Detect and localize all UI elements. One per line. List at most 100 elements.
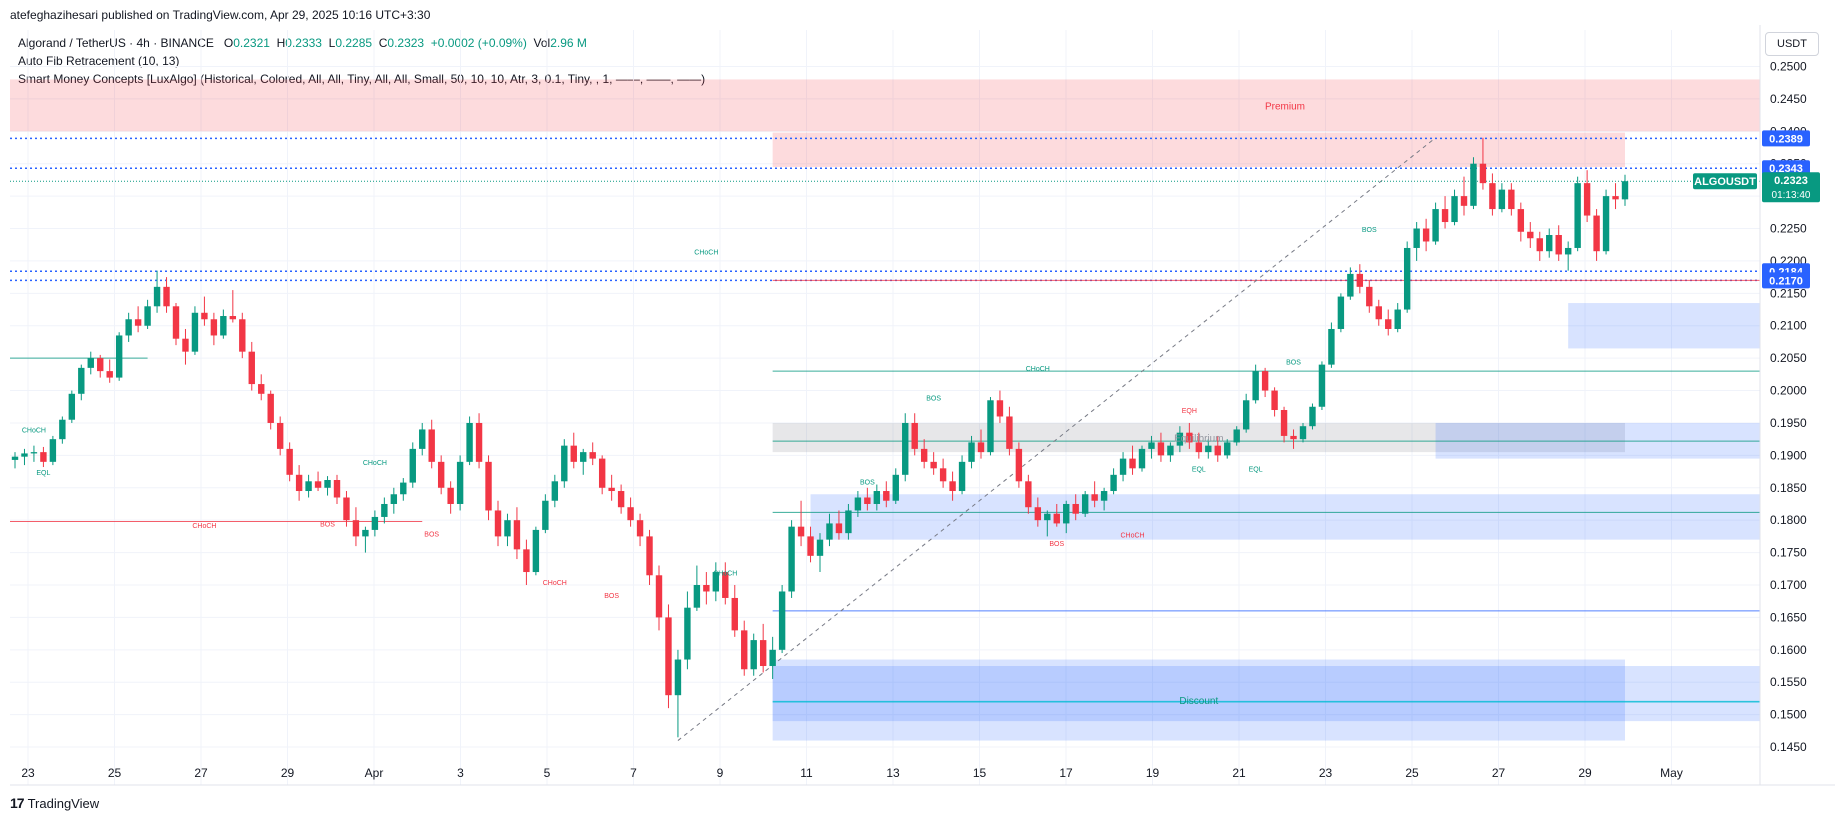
candle-body: [523, 549, 530, 573]
candle-body: [1470, 163, 1477, 206]
candle-body: [598, 458, 606, 488]
y-tick-label: 0.1850: [1770, 481, 1807, 495]
candle-body: [1205, 445, 1212, 453]
x-tick-label: 23: [1319, 766, 1333, 780]
candle-body: [930, 461, 937, 469]
candle-body: [1081, 494, 1089, 514]
candle-body: [665, 617, 672, 696]
legend-low-value: 0.2285: [335, 36, 373, 50]
price-label-text: 0.2389: [1769, 133, 1803, 145]
y-tick-label: 0.1500: [1770, 708, 1807, 722]
candle-body: [911, 422, 918, 449]
candle-body: [920, 448, 928, 462]
order-block: [772, 666, 1760, 722]
candle-body: [864, 497, 871, 504]
candle-body: [125, 319, 132, 336]
legend-h-label: H: [276, 36, 286, 50]
countdown-text: 01:13:40: [1772, 190, 1811, 201]
price-axis[interactable]: 0.25000.24500.24000.23500.23000.22500.22…: [1693, 25, 1820, 785]
chart-legend: Algorand / TetherUS · 4h · BINANCE O0.23…: [18, 34, 705, 88]
candle-body: [741, 630, 748, 670]
candle-body: [1195, 442, 1203, 453]
legend-open-value: 0.2321: [233, 36, 270, 50]
y-tick-label: 0.2100: [1770, 319, 1807, 333]
candle-body: [352, 520, 360, 537]
smc-label: BOS: [1362, 227, 1377, 234]
zone-label: Discount: [1179, 696, 1218, 707]
candle-body: [276, 422, 284, 449]
candle-body: [1403, 247, 1411, 310]
candle-body: [87, 358, 94, 368]
candle-body: [1602, 196, 1610, 252]
candle-body: [731, 597, 738, 631]
candle-body: [1271, 390, 1278, 410]
candle-body: [551, 481, 559, 501]
x-tick-label: 13: [886, 766, 900, 780]
x-tick-label: 3: [457, 766, 464, 780]
smc-label: BOS: [604, 593, 619, 600]
candle-body: [883, 491, 890, 501]
candle-body: [30, 452, 38, 454]
candle-body: [1176, 432, 1184, 446]
candle-body: [466, 422, 473, 462]
candle-body: [1148, 442, 1155, 449]
candle-body: [1375, 306, 1382, 320]
candle-body: [267, 393, 274, 423]
order-block: [810, 494, 1760, 540]
legend-change: +0.0002 (+0.09%): [430, 36, 527, 50]
legend-symbol[interactable]: Algorand / TetherUS · 4h · BINANCE: [18, 36, 214, 50]
x-tick-label: 17: [1059, 766, 1073, 780]
smc-label: CHoCH: [363, 460, 387, 467]
y-tick-label: 0.2500: [1770, 59, 1807, 73]
candle-body: [1432, 209, 1439, 242]
candle-body: [674, 659, 682, 696]
candle-body: [1337, 296, 1345, 329]
x-tick-label: May: [1660, 766, 1683, 780]
price-label-box: [1762, 130, 1810, 147]
candle-body: [419, 429, 426, 449]
annotations: Premium Equilibrium Discount CHoCH EQL CHoCH B…: [22, 101, 1377, 707]
legend-indicator-smc[interactable]: Smart Money Concepts [LuxAlgo] (Historic…: [18, 72, 706, 86]
candle-body: [1006, 416, 1013, 449]
candle-body: [447, 487, 454, 504]
candle-body: [1347, 273, 1354, 297]
candle-body: [314, 481, 322, 488]
smc-label: CHoCH: [543, 580, 567, 587]
x-tick-label: 7: [630, 766, 637, 780]
x-tick-label: 29: [1578, 766, 1592, 780]
levels: [10, 137, 1760, 741]
candle-body: [1157, 442, 1165, 456]
smc-label: EQH: [1182, 408, 1197, 415]
candle-body: [201, 312, 208, 320]
currency-selector[interactable]: USDT: [1765, 32, 1819, 56]
candle-body: [21, 453, 28, 457]
legend-indicator-fib[interactable]: Auto Fib Retracement (10, 13): [18, 54, 180, 68]
candle-body: [532, 529, 540, 573]
x-tick-label: 25: [108, 766, 122, 780]
candle-body: [229, 316, 237, 320]
candle-body: [977, 442, 985, 453]
candle-body: [1508, 189, 1515, 210]
candle-body: [892, 474, 899, 501]
smc-label: BOS: [1286, 360, 1301, 367]
candle-body: [949, 481, 956, 492]
legend-l-label: L: [328, 36, 336, 50]
candle-body: [826, 523, 833, 540]
legend-o-label: O: [223, 36, 234, 50]
candle-body: [1422, 228, 1430, 242]
y-tick-label: 0.1550: [1770, 675, 1807, 689]
candle-body: [1356, 273, 1364, 287]
candle-body: [1318, 364, 1326, 407]
candle-body: [144, 306, 151, 326]
candle-body: [295, 474, 303, 492]
candle-body: [1498, 189, 1506, 210]
time-axis[interactable]: 23 25 27 29 Apr 3 5 7 9 11 13 15 17 19 21 23 25 27 29 May: [10, 766, 1835, 786]
candle-body: [712, 572, 720, 592]
y-tick-label: 0.1800: [1770, 513, 1807, 527]
candle-body: [1015, 448, 1023, 482]
candle-body: [494, 510, 502, 537]
candle-body: [996, 400, 1004, 417]
x-tick-label: 9: [717, 766, 724, 780]
candle-body: [1290, 435, 1297, 440]
